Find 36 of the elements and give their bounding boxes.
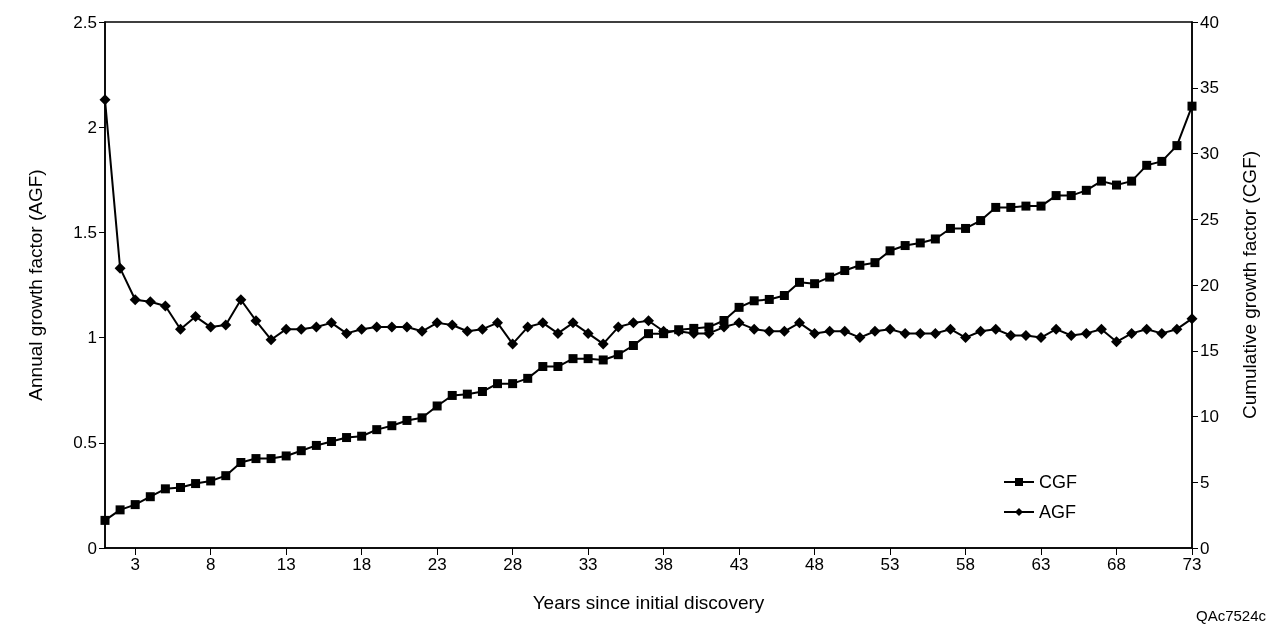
y2-tick-label: 0 — [1200, 538, 1210, 558]
y-tick-label: 1 — [87, 328, 97, 348]
x-tick-label: 68 — [1107, 555, 1126, 574]
y-axis-title: Annual growth factor (AGF) — [25, 169, 46, 401]
y-tick-label: 2.5 — [73, 12, 97, 32]
x-axis-title: Years since initial discovery — [532, 592, 765, 613]
legend-label: AGF — [1039, 502, 1077, 522]
x-tick-label: 18 — [352, 555, 372, 574]
x-tick-label: 28 — [503, 555, 523, 574]
x-tick-label: 23 — [427, 555, 447, 574]
x-tick-label: 53 — [880, 555, 900, 574]
x-tick-label: 13 — [276, 555, 296, 574]
y2-tick-label: 5 — [1200, 472, 1210, 492]
y2-tick-label: 40 — [1200, 12, 1219, 32]
x-tick-label: 33 — [578, 555, 598, 574]
x-tick-label: 3 — [130, 555, 140, 574]
y-tick-label: 0 — [87, 538, 97, 558]
y2-tick-label: 20 — [1200, 275, 1219, 295]
y2-tick-label: 35 — [1200, 78, 1219, 98]
x-tick-label: 43 — [729, 555, 749, 574]
legend-label: CGF — [1039, 472, 1077, 492]
y2-tick-label: 30 — [1200, 144, 1219, 163]
y2-axis-title: Cumulative growth factor (CGF) — [1239, 150, 1260, 420]
x-tick-label: 73 — [1182, 555, 1202, 574]
x-tick-label: 38 — [654, 555, 674, 574]
y2-tick-label: 25 — [1200, 209, 1219, 229]
x-tick-label: 58 — [956, 555, 975, 574]
y2-tick-label: 10 — [1200, 407, 1219, 426]
x-tick-label: 48 — [805, 555, 825, 574]
x-tick-label: 63 — [1031, 555, 1051, 574]
text: QAc7524c — [1195, 607, 1267, 624]
y-tick-label: 2 — [87, 117, 97, 137]
x-tick-label: 8 — [205, 555, 216, 574]
y2-tick-label: 15 — [1200, 341, 1219, 361]
y-tick-label: 1.5 — [73, 222, 97, 242]
y-tick-label: 0.5 — [73, 433, 97, 453]
